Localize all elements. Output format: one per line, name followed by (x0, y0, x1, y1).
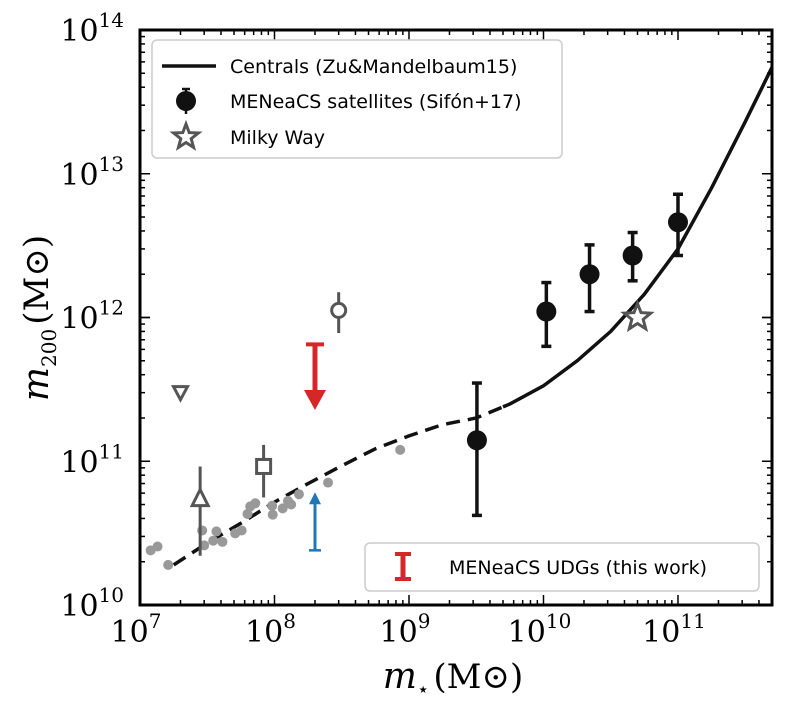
dwarf-point (267, 509, 278, 520)
dwarf-point (267, 500, 278, 511)
triangle-up-marker (189, 486, 211, 508)
dwarf-point (163, 559, 174, 570)
dwarf-point (152, 541, 163, 552)
y-axis-label: m200(M⊙) (16, 235, 61, 401)
dwarf-point (211, 526, 222, 537)
dwarf-points-layer (145, 444, 406, 570)
dwarf-point (286, 499, 297, 510)
satellites-layer (466, 192, 688, 518)
udg-layer (303, 342, 326, 552)
legend-top-box (151, 39, 563, 159)
dwarf-point (277, 503, 288, 514)
satellite-point (466, 430, 487, 451)
y-tick-label: 1012 (60, 296, 124, 337)
ticks-layer: 107 108 109 1010 1011 1010 1011 1012 1013 1014 (60, 8, 773, 650)
centrals-curve-dashed (172, 405, 504, 567)
satellite-point (579, 264, 600, 285)
y-tick-label: 1011 (60, 439, 124, 480)
dwarf-point (236, 525, 247, 536)
x-tick-label: 1010 (508, 609, 572, 650)
x-tick-label: 108 (245, 609, 296, 650)
dwarf-point (395, 444, 406, 455)
dwarf-point (217, 536, 228, 547)
x-axis-label: m⋆ (M⊙) (383, 656, 524, 701)
legend-bottom-box (364, 542, 760, 592)
legend-milky-way-label: Milky Way (230, 127, 325, 149)
x-tick-label: 109 (380, 609, 431, 650)
legend-centrals-label: Centrals (Zu&Mandelbaum15) (230, 56, 517, 78)
udg-blue-arrowhead (308, 492, 321, 505)
triangle-down-marker (170, 385, 190, 403)
legend-udg-label: MENeaCS UDGs (this work) (449, 557, 707, 579)
gray-markers-layer (170, 292, 348, 556)
milky-way-star (620, 299, 655, 333)
plot-area (145, 66, 772, 570)
dwarf-point (199, 540, 210, 551)
dwarf-point (242, 508, 253, 519)
y-tick-label: 1013 (60, 152, 124, 193)
legend-satellites-circle-icon (176, 91, 196, 111)
dwarf-point (323, 477, 334, 488)
legend-bottom: MENeaCS UDGs (this work) (364, 542, 760, 592)
satellite-point (536, 301, 557, 322)
dwarf-point (293, 489, 304, 500)
udg-red-arrowhead (303, 390, 326, 411)
satellite-point (622, 245, 643, 266)
legend-top: Centrals (Zu&Mandelbaum15) MENeaCS satel… (151, 39, 563, 159)
legend-star-icon (169, 119, 203, 151)
legend-satellites-label: MENeaCS satellites (Sifón+17) (230, 91, 522, 113)
dwarf-point (208, 535, 219, 546)
satellite-point (667, 212, 688, 233)
y-tick-label: 1010 (60, 583, 124, 624)
open-circle-marker (330, 301, 348, 319)
dwarf-point (250, 498, 261, 509)
square-marker (255, 457, 273, 475)
x-tick-label: 1011 (642, 609, 706, 650)
y-tick-label: 1014 (60, 8, 124, 49)
x-tick-label: 107 (111, 609, 162, 650)
